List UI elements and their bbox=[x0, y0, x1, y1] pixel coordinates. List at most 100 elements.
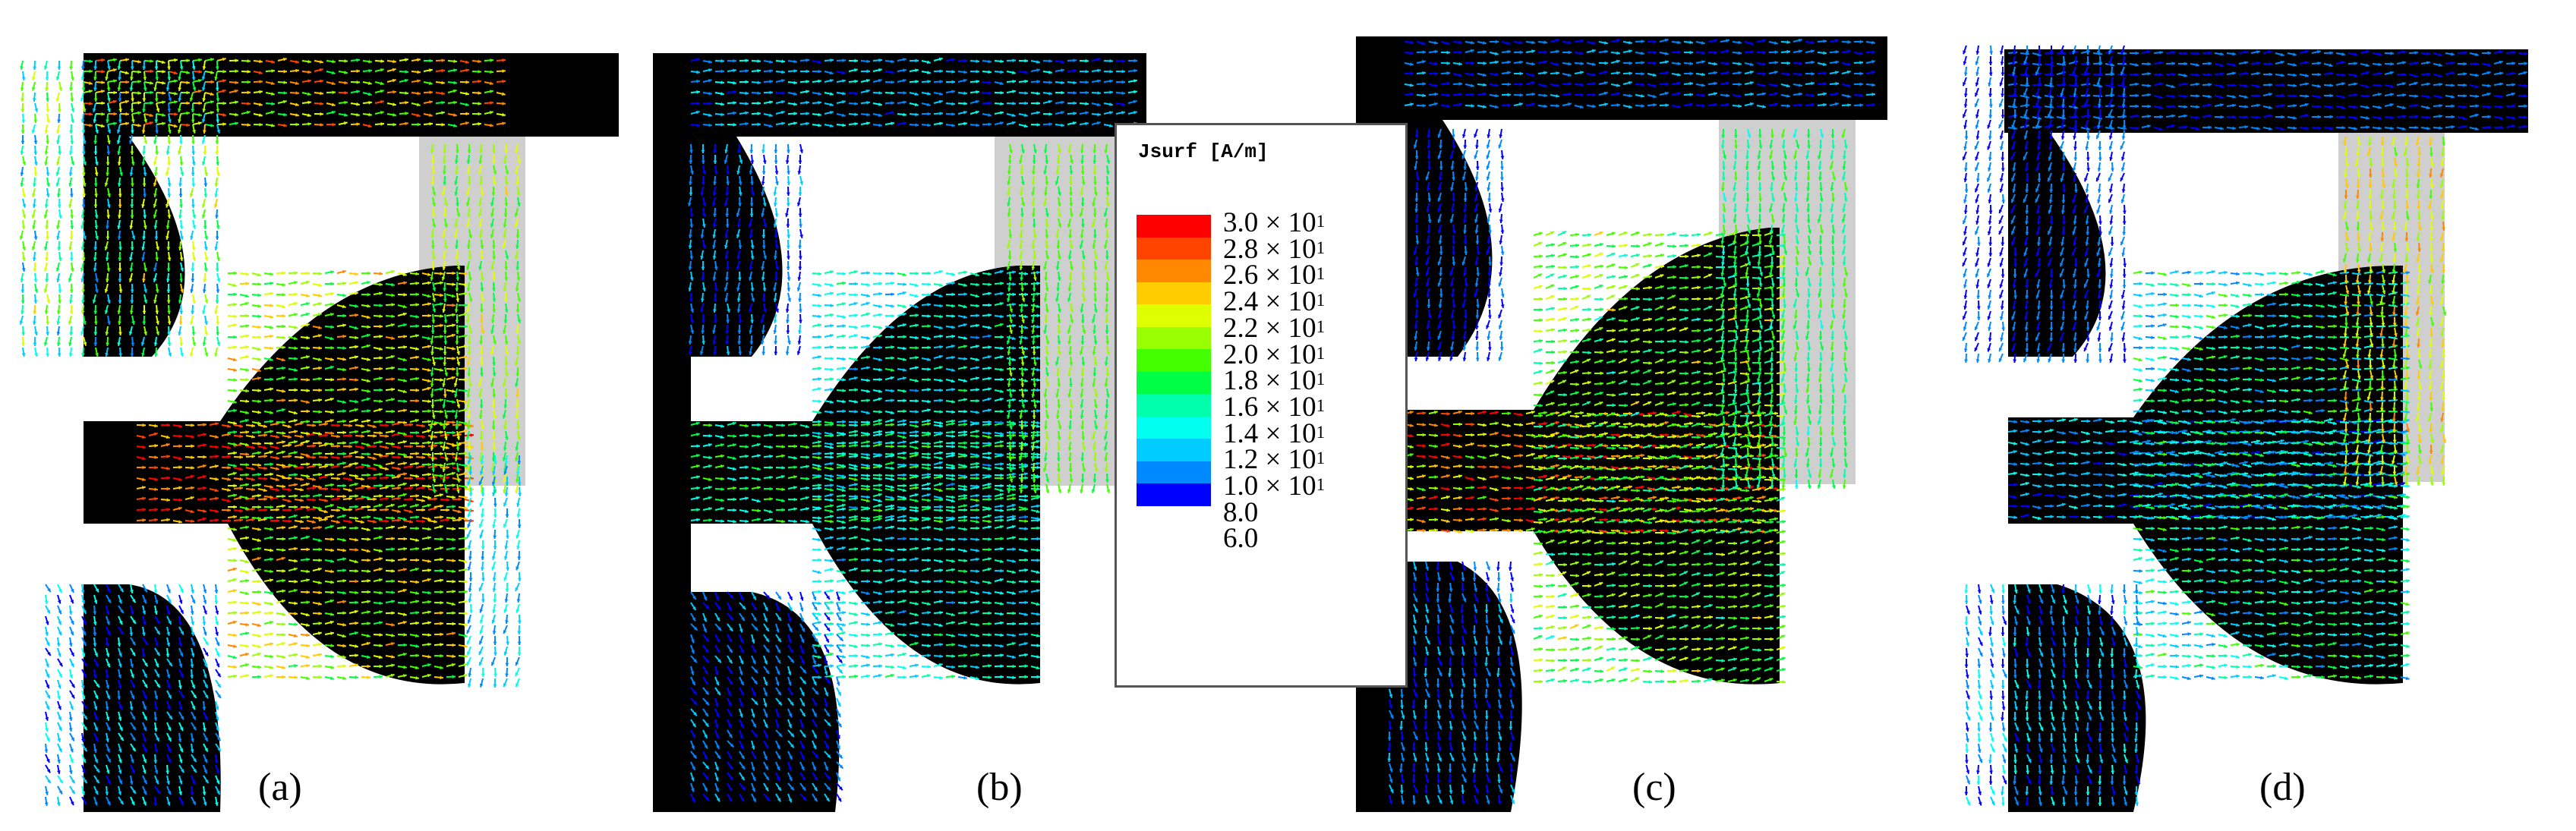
field-arrow-head bbox=[490, 58, 493, 62]
field-arrow-head bbox=[481, 514, 484, 518]
field-arrow-head bbox=[379, 272, 383, 275]
field-arrow-head bbox=[403, 420, 407, 425]
field-arrow-head bbox=[342, 323, 346, 328]
field-arrow-head bbox=[415, 430, 419, 435]
field-arrow-head bbox=[270, 398, 273, 402]
field-arrow-head bbox=[504, 277, 509, 281]
field-arrow-head bbox=[300, 455, 304, 460]
field-arrow-head bbox=[166, 300, 171, 304]
field-arrow-head bbox=[46, 694, 50, 699]
field-arrow-head bbox=[270, 674, 273, 678]
field-arrow-head bbox=[415, 600, 419, 604]
field-arrow-head bbox=[233, 559, 237, 562]
field-arrow-head bbox=[505, 255, 509, 260]
field-arrow-head bbox=[70, 140, 74, 144]
field-arrow-head bbox=[251, 477, 255, 481]
field-arrow-head bbox=[270, 654, 273, 659]
field-arrow-head bbox=[197, 89, 202, 93]
field-arrow-head bbox=[107, 193, 111, 197]
field-arrow-head bbox=[118, 204, 122, 208]
field-arrow-head bbox=[379, 590, 383, 595]
field-arrow-head bbox=[112, 68, 117, 72]
field-arrow-head bbox=[232, 283, 237, 288]
field-arrow-head bbox=[342, 304, 346, 309]
field-arrow-head bbox=[94, 225, 99, 229]
field-arrow-head bbox=[270, 387, 273, 392]
field-arrow-head bbox=[263, 488, 267, 493]
field-arrow-head bbox=[493, 641, 497, 645]
field-arrow-head bbox=[481, 567, 484, 571]
field-arrow-head bbox=[368, 100, 372, 105]
field-arrow-head bbox=[190, 749, 194, 753]
field-arrow-head bbox=[118, 289, 123, 293]
field-arrow-head bbox=[493, 546, 497, 549]
field-arrow-head bbox=[478, 112, 481, 116]
field-arrow-head bbox=[342, 578, 346, 583]
field-arrow-head bbox=[202, 109, 207, 112]
field-arrow-head bbox=[257, 538, 261, 543]
field-arrow-head bbox=[257, 472, 261, 477]
field-arrow-head bbox=[502, 244, 506, 249]
field-arrow-head bbox=[55, 182, 60, 187]
field-arrow-head bbox=[427, 429, 431, 433]
field-arrow-head bbox=[429, 58, 433, 63]
field-arrow-head bbox=[191, 423, 194, 427]
field-arrow-head bbox=[469, 609, 473, 613]
field-arrow-head bbox=[191, 183, 196, 187]
field-arrow-head bbox=[454, 192, 459, 196]
field-arrow-head bbox=[467, 651, 471, 656]
field-arrow-head bbox=[154, 706, 158, 710]
field-arrow-head bbox=[404, 78, 408, 83]
field-arrow-head bbox=[270, 281, 273, 285]
field-arrow-head bbox=[336, 477, 340, 480]
field-arrow-head bbox=[244, 496, 249, 500]
field-arrow-head bbox=[463, 559, 468, 563]
field-arrow-head bbox=[215, 236, 219, 240]
field-arrow-head bbox=[342, 419, 346, 423]
field-arrow-head bbox=[458, 423, 462, 427]
field-arrow-head bbox=[214, 352, 218, 357]
field-arrow-head bbox=[306, 420, 310, 423]
field-arrow-head bbox=[71, 588, 74, 593]
field-arrow-head bbox=[186, 58, 190, 63]
field-arrow-head bbox=[180, 631, 184, 635]
field-arrow-head bbox=[452, 461, 456, 466]
field-arrow-head bbox=[155, 77, 159, 80]
field-arrow-head bbox=[275, 467, 279, 471]
field-arrow-head bbox=[270, 557, 273, 562]
field-arrow-head bbox=[118, 748, 122, 753]
field-arrow-head bbox=[378, 557, 383, 561]
field-arrow-head bbox=[830, 58, 834, 62]
field-arrow-head bbox=[452, 505, 456, 508]
field-arrow-head bbox=[143, 588, 147, 593]
field-arrow-head bbox=[409, 519, 413, 524]
field-arrow-head bbox=[336, 520, 340, 524]
field-arrow-head bbox=[344, 70, 348, 74]
field-arrow-head bbox=[257, 376, 261, 380]
field-arrow-head bbox=[344, 90, 348, 95]
field-arrow-head bbox=[283, 123, 287, 127]
field-arrow-head bbox=[281, 408, 285, 412]
field-arrow-head bbox=[107, 140, 111, 144]
field-arrow-head bbox=[393, 112, 396, 117]
field-arrow-head bbox=[56, 129, 60, 134]
field-arrow-head bbox=[493, 684, 497, 688]
field-arrow-head bbox=[106, 87, 111, 91]
field-arrow-head bbox=[81, 151, 86, 155]
field-arrow-head bbox=[270, 92, 275, 96]
field-arrow-head bbox=[132, 726, 136, 730]
field-arrow-head bbox=[68, 278, 72, 282]
field-arrow-head bbox=[458, 486, 462, 491]
field-arrow-head bbox=[154, 748, 159, 753]
field-arrow-head bbox=[344, 100, 348, 105]
field-arrow-head bbox=[452, 389, 456, 393]
field-arrow-head bbox=[190, 509, 194, 514]
field-arrow-head bbox=[143, 716, 147, 720]
field-arrow-head bbox=[379, 367, 383, 371]
field-arrow-head bbox=[177, 129, 181, 134]
field-arrow-head bbox=[491, 458, 496, 461]
field-arrow-head bbox=[330, 282, 334, 286]
field-arrow-head bbox=[397, 455, 401, 459]
field-arrow-head bbox=[251, 423, 255, 428]
field-arrow-head bbox=[355, 430, 358, 434]
